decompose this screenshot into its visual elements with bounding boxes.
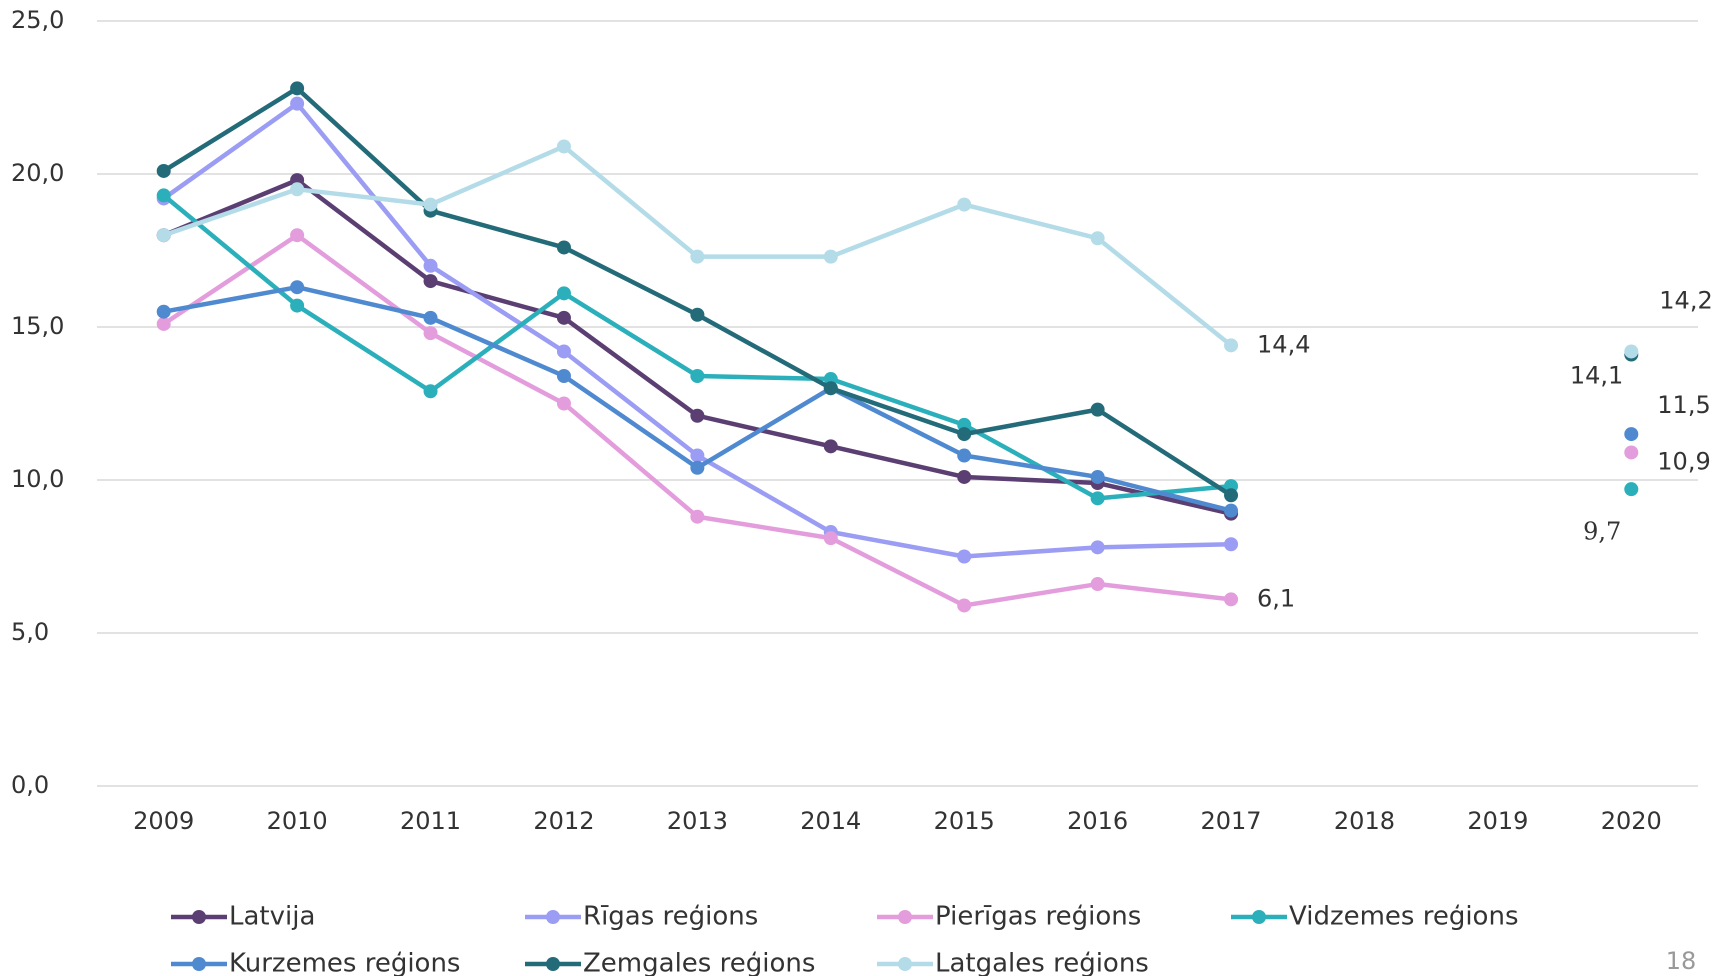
data-point [690,509,705,524]
legend-marker [1252,910,1266,924]
y-tick-label: 0,0 [11,771,49,799]
legend-label: Pierīgas reģions [935,902,1141,932]
y-tick-label: 20,0 [11,159,64,187]
legend-label: Kurzemes reģions [229,949,460,976]
data-label: 11,5 [1657,391,1710,419]
x-tick-label: 2013 [667,807,728,835]
data-point [690,368,705,383]
x-tick-label: 2017 [1201,807,1262,835]
data-point [957,469,972,484]
data-point [156,188,171,203]
x-tick-label: 2009 [133,807,194,835]
data-point [823,439,838,454]
legend-label: Rīgas reģions [583,902,758,932]
data-point [1090,231,1105,246]
data-point [423,197,438,212]
y-tick-label: 5,0 [11,618,49,646]
data-point [1624,445,1639,460]
data-point [1224,592,1239,607]
data-point [690,249,705,264]
data-point [156,163,171,178]
y-tick-label: 10,0 [11,465,64,493]
data-point [290,81,305,96]
data-point [156,316,171,331]
x-tick-label: 2019 [1467,807,1528,835]
legend-marker [546,957,560,971]
data-point [957,598,972,613]
legend-label: Vidzemes reģions [1289,902,1519,932]
data-point [423,274,438,289]
data-point [556,139,571,154]
data-point [1090,577,1105,592]
data-point [423,384,438,399]
legend-marker [898,910,912,924]
data-point [290,228,305,243]
data-point [690,460,705,475]
data-point [290,96,305,111]
x-tick-label: 2012 [533,807,594,835]
data-point [423,258,438,273]
data-label: 14,1 [1570,362,1623,390]
x-tick-label: 2010 [267,807,328,835]
data-point [156,304,171,319]
data-point [556,310,571,325]
data-point [1624,482,1639,497]
data-point [1224,503,1239,518]
data-point [1224,488,1239,503]
data-label: 6,1 [1257,584,1295,612]
x-tick-label: 2020 [1601,807,1662,835]
x-tick-label: 2014 [800,807,861,835]
legend-label: Zemgales reģions [583,949,815,976]
y-tick-label: 15,0 [11,312,64,340]
legend-label: Latgales reģions [935,949,1149,976]
data-point [1090,469,1105,484]
data-point [1624,344,1639,359]
data-point [823,381,838,396]
data-label: 9,7 [1583,518,1621,546]
data-point [556,344,571,359]
data-point [690,408,705,423]
data-point [290,298,305,313]
data-point [1224,338,1239,353]
x-tick-label: 2016 [1067,807,1128,835]
legend-label: Latvija [229,902,315,932]
x-tick-label: 2011 [400,807,461,835]
data-label: 14,2 [1659,286,1712,314]
data-point [556,240,571,255]
data-point [1090,402,1105,417]
data-point [290,280,305,295]
data-point [1090,491,1105,506]
data-point [423,310,438,325]
data-point [556,368,571,383]
data-point [156,228,171,243]
data-point [823,531,838,546]
y-tick-label: 25,0 [11,6,64,34]
data-point [957,427,972,442]
data-point [957,197,972,212]
series-line [162,101,1232,559]
legend-marker [192,910,206,924]
data-point [1224,537,1239,552]
data-point [1624,427,1639,442]
data-point [823,249,838,264]
x-tick-label: 2015 [934,807,995,835]
data-label: 14,4 [1257,330,1310,358]
data-point [690,448,705,463]
data-point [556,286,571,301]
x-tick-label: 2018 [1334,807,1395,835]
data-point [556,396,571,411]
page-number: 18 [1666,947,1697,975]
data-label: 10,9 [1657,447,1710,475]
data-point [690,307,705,322]
legend-marker [898,957,912,971]
data-point [957,549,972,564]
legend-marker [192,957,206,971]
data-point [1090,540,1105,555]
data-point [290,182,305,197]
legend-marker [546,910,560,924]
data-point [957,448,972,463]
data-point [423,326,438,341]
